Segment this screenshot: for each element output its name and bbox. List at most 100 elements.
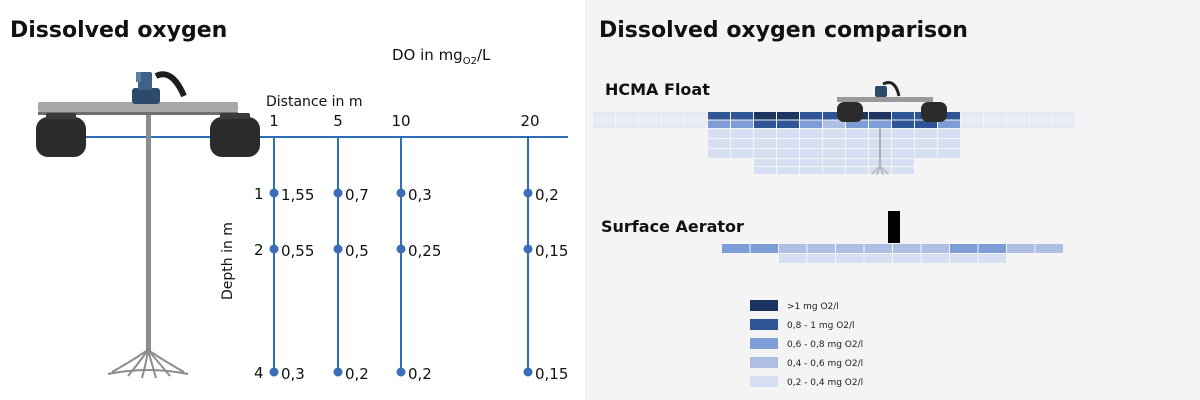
legend-label: 0,4 - 0,6 mg O2/l <box>787 359 863 369</box>
do-cell <box>846 149 868 158</box>
do-cell <box>892 159 914 166</box>
do-cell <box>593 120 615 128</box>
do-cell <box>938 139 960 148</box>
do-profile-panel: Dissolved oxygen DO in mgO2/L Distance i… <box>0 0 585 400</box>
do-cell <box>823 139 845 148</box>
do-comparison-panel: Dissolved oxygen comparison HCMA Float S… <box>585 0 1200 400</box>
measurement-value: 0,15 <box>535 365 568 383</box>
do-cell <box>823 112 845 120</box>
legend-swatch <box>750 338 778 349</box>
do-cell <box>800 139 822 148</box>
do-cell <box>961 112 983 120</box>
do-cell <box>616 112 638 120</box>
legend-swatch <box>750 300 778 311</box>
do-cell <box>616 120 638 128</box>
depth-tick-1: 1 <box>254 185 264 203</box>
measurement-point <box>523 244 533 254</box>
do-cell <box>731 112 753 120</box>
do-cell <box>800 120 822 128</box>
measurement-point <box>523 188 533 198</box>
do-cell <box>836 244 864 253</box>
measurement-value: 0,15 <box>535 242 568 260</box>
do-cell <box>823 167 845 174</box>
hcma-do-grid <box>593 112 1075 174</box>
measurement-value: 0,25 <box>408 242 441 260</box>
do-cell <box>1053 120 1075 128</box>
do-cell <box>823 120 845 128</box>
hcma-float-mini-icon <box>837 81 947 176</box>
do-cell <box>685 120 707 128</box>
do-cell <box>708 149 730 158</box>
do-cell <box>869 167 891 174</box>
distance-tick-5: 5 <box>333 112 343 130</box>
legend-swatch <box>750 376 778 387</box>
do-cell <box>800 159 822 166</box>
do-cell <box>800 167 822 174</box>
do-cell <box>846 129 868 138</box>
do-cell <box>984 120 1006 128</box>
do-cell <box>754 120 776 128</box>
do-cell <box>869 112 891 120</box>
do-cell <box>708 139 730 148</box>
do-cell <box>984 112 1006 120</box>
do-cell <box>938 149 960 158</box>
do-unit-label: DO in mgO2/L <box>392 46 491 67</box>
distance-tick-10: 10 <box>391 112 410 130</box>
do-cell <box>800 129 822 138</box>
measurement-point <box>269 188 279 198</box>
measurement-value: 0,2 <box>535 186 559 204</box>
do-cell <box>731 129 753 138</box>
legend-label: 0,6 - 0,8 mg O2/l <box>787 340 863 350</box>
panel-title: Dissolved oxygen <box>10 18 228 43</box>
do-cell <box>846 167 868 174</box>
measurement-point <box>396 188 406 198</box>
do-cell <box>893 244 921 253</box>
do-cell <box>754 129 776 138</box>
do-cell <box>938 112 960 120</box>
do-comparison-diagram: HCMA Float Surface Aerator >1 mg O2/l 0,8… <box>593 80 1075 388</box>
do-cell <box>938 120 960 128</box>
do-cell <box>915 120 937 128</box>
surface-aerator-icon <box>888 211 900 243</box>
float-pontoon-left <box>36 117 86 157</box>
do-cell <box>777 159 799 166</box>
do-cell <box>961 120 983 128</box>
do-cell <box>892 149 914 158</box>
do-cell <box>800 112 822 120</box>
hcma-float-label: HCMA Float <box>605 80 710 99</box>
do-cell <box>662 112 684 120</box>
do-cell <box>708 112 730 120</box>
do-cell <box>754 139 776 148</box>
do-cell <box>823 149 845 158</box>
do-cell <box>779 254 807 263</box>
diffuser-icon <box>107 349 189 379</box>
do-cell <box>823 159 845 166</box>
measurement-value: 0,7 <box>345 186 369 204</box>
do-cell <box>869 120 891 128</box>
depth-tick-2: 2 <box>254 241 264 259</box>
do-cell <box>708 120 730 128</box>
do-cell <box>1007 120 1029 128</box>
do-cell <box>836 254 864 263</box>
do-cell <box>685 112 707 120</box>
measurement-grid: 1 5 10 20 1 1,55 0,7 0,3 0,2 2 0,55 0,5 0,25 0,15 4 0,3… <box>254 112 568 383</box>
legend-swatch <box>750 319 778 330</box>
legend-label: >1 mg O2/l <box>787 302 839 312</box>
do-cell <box>978 244 1006 253</box>
do-cell <box>1030 112 1052 120</box>
measurement-point <box>396 244 406 254</box>
do-cell <box>938 129 960 138</box>
do-cell <box>731 149 753 158</box>
measurement-value: 0,55 <box>281 242 314 260</box>
depth-axis-label: Depth in m <box>220 222 236 300</box>
do-cell <box>777 120 799 128</box>
legend-swatch <box>750 357 778 368</box>
do-cell <box>807 254 835 263</box>
measurement-value: 0,2 <box>408 365 432 383</box>
do-cell <box>754 112 776 120</box>
do-cell <box>779 244 807 253</box>
measurement-value: 0,3 <box>408 186 432 204</box>
do-cell <box>750 244 778 253</box>
do-cell <box>807 244 835 253</box>
float-stem <box>146 112 151 352</box>
